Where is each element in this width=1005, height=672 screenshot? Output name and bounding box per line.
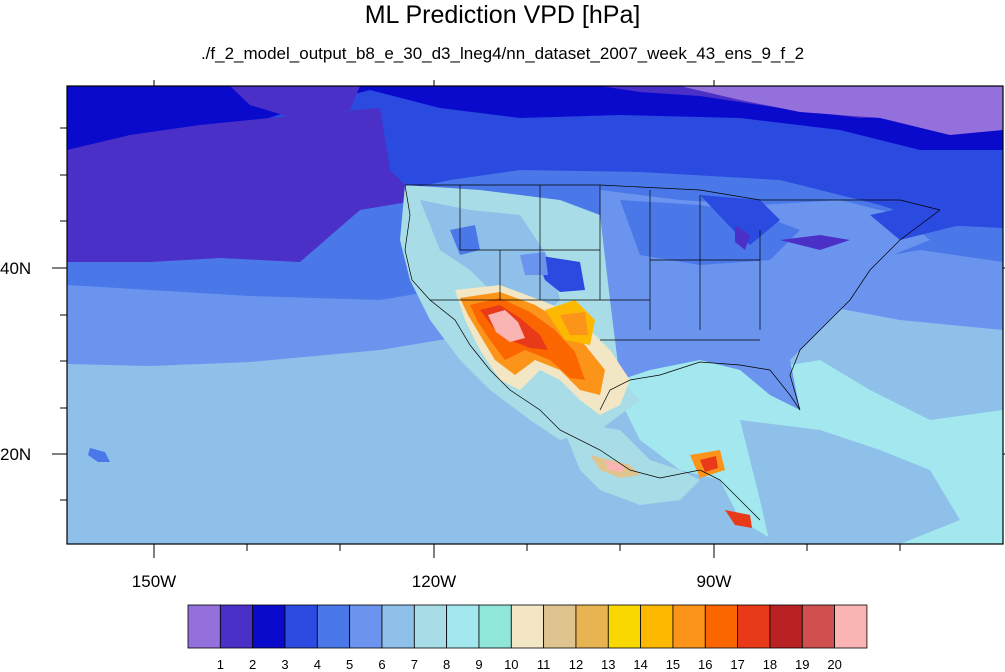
lon-ticks <box>153 80 901 558</box>
colorbar-label: 14 <box>633 657 647 672</box>
colorbar-label: 12 <box>569 657 583 672</box>
map-title: ML Prediction VPD [hPa] <box>364 1 641 29</box>
lon-label-90w: 90W <box>697 572 732 591</box>
colorbar-swatch <box>607 604 642 649</box>
colorbar-swatch <box>769 604 803 649</box>
colorbar-label: 10 <box>504 657 518 672</box>
lon-label-150w: 150W <box>132 572 176 591</box>
colorbar-swatch <box>446 604 480 649</box>
colorbar-label: 2 <box>249 657 256 672</box>
colorbar-label: 15 <box>666 657 680 672</box>
colorbar-swatch <box>510 604 545 649</box>
colorbar: 1 2 3 4 5 6 7 8 9 10 11 12 13 14 15 16 17 18 19 20 <box>187 604 868 672</box>
colorbar-label: 5 <box>346 657 353 672</box>
coastlines <box>404 184 941 521</box>
lat-label-40n: 40N <box>0 259 31 278</box>
colorbar-label: 13 <box>601 657 615 672</box>
lon-label-120w: 120W <box>412 572 456 591</box>
colorbar-swatch <box>640 604 674 649</box>
colorbar-swatch <box>284 604 318 649</box>
colorbar-swatch <box>187 604 221 649</box>
colorbar-label: 19 <box>795 657 809 672</box>
colorbar-label: 20 <box>827 657 841 672</box>
lat-label-20n: 20N <box>0 445 31 464</box>
colorbar-swatch <box>834 604 868 649</box>
colorbar-label: 7 <box>411 657 418 672</box>
colorbar-swatch <box>478 604 512 649</box>
map-subtitle: ./f_2_model_output_b8_e_30_d3_lneg4/nn_d… <box>200 44 805 63</box>
colorbar-swatch <box>252 604 286 649</box>
colorbar-swatch <box>801 604 836 649</box>
colorbar-swatch <box>349 604 383 649</box>
colorbar-label: 4 <box>314 657 321 672</box>
colorbar-swatch <box>381 604 415 649</box>
colorbar-swatch <box>413 604 448 649</box>
colorbar-label: 17 <box>730 657 744 672</box>
map-field <box>67 86 1003 544</box>
colorbar-label: 9 <box>475 657 482 672</box>
colorbar-swatch <box>543 604 577 649</box>
colorbar-label: 3 <box>281 657 288 672</box>
colorbar-label: 11 <box>537 657 551 672</box>
colorbar-swatch <box>737 604 771 649</box>
colorbar-swatch <box>672 604 706 649</box>
colorbar-swatch <box>219 604 254 649</box>
colorbar-label: 1 <box>217 657 224 672</box>
colorbar-label: 6 <box>378 657 385 672</box>
colorbar-swatch <box>575 604 609 649</box>
colorbar-swatch <box>316 604 351 649</box>
colorbar-label: 8 <box>443 657 450 672</box>
colorbar-label: 16 <box>698 657 712 672</box>
colorbar-swatch <box>704 604 739 649</box>
colorbar-label: 18 <box>763 657 777 672</box>
